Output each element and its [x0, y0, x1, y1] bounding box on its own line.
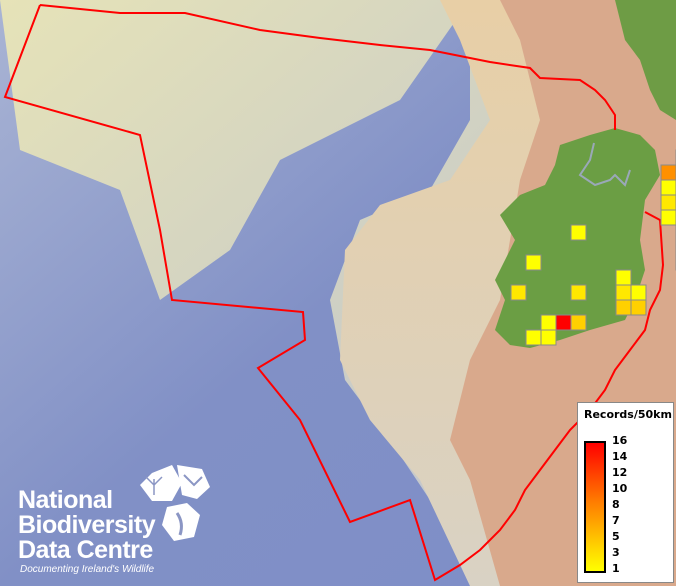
grid-cell[interactable]	[660, 209, 676, 226]
grid-cell[interactable]	[555, 314, 572, 331]
grid-cell[interactable]	[570, 284, 587, 301]
grid-cell[interactable]	[570, 314, 587, 331]
legend-tick-label: 8	[612, 498, 620, 511]
grid-cell[interactable]	[540, 314, 557, 331]
grid-cell[interactable]	[525, 254, 542, 271]
grid-cell[interactable]	[660, 179, 676, 196]
legend-tick-label: 16	[612, 434, 628, 447]
grid-cell[interactable]	[660, 194, 676, 211]
legend-tick-label: 12	[612, 466, 628, 479]
legend-tick-label: 14	[612, 450, 628, 463]
logo-line-3: Data Centre	[18, 536, 153, 564]
legend-tick-label: 5	[612, 530, 620, 543]
logo-line-1: National	[18, 486, 113, 514]
legend-tick-label: 10	[612, 482, 628, 495]
grid-cell[interactable]	[615, 269, 632, 286]
grid-cell[interactable]	[525, 329, 542, 346]
land-scotland	[615, 0, 676, 120]
grid-cell[interactable]	[630, 284, 647, 301]
logo-tagline: Documenting Ireland's Wildlife	[20, 564, 155, 575]
legend-title: Records/50km	[584, 408, 672, 421]
grid-cell[interactable]	[615, 284, 632, 301]
logo-hexagon-icon	[140, 465, 210, 541]
legend-tick-label: 3	[612, 546, 620, 559]
logo-line-2: Biodiversity	[18, 511, 156, 539]
grid-cell[interactable]	[510, 284, 527, 301]
boundary-line	[39, 4, 616, 130]
grid-cell[interactable]	[570, 224, 587, 241]
ni-border	[578, 142, 631, 187]
grid-cell[interactable]	[660, 164, 676, 181]
legend-tick-label: 1	[612, 562, 620, 575]
legend-color-ramp	[584, 441, 606, 573]
legend-tick-label: 7	[612, 514, 620, 527]
grid-cells	[510, 149, 676, 346]
boundary-line-south	[3, 4, 665, 582]
grid-cell[interactable]	[540, 329, 557, 346]
legend: Records/50km 16 14 12 10 8 7 5 3 1	[577, 402, 674, 583]
grid-cell[interactable]	[615, 299, 632, 316]
grid-cell[interactable]	[630, 299, 647, 316]
